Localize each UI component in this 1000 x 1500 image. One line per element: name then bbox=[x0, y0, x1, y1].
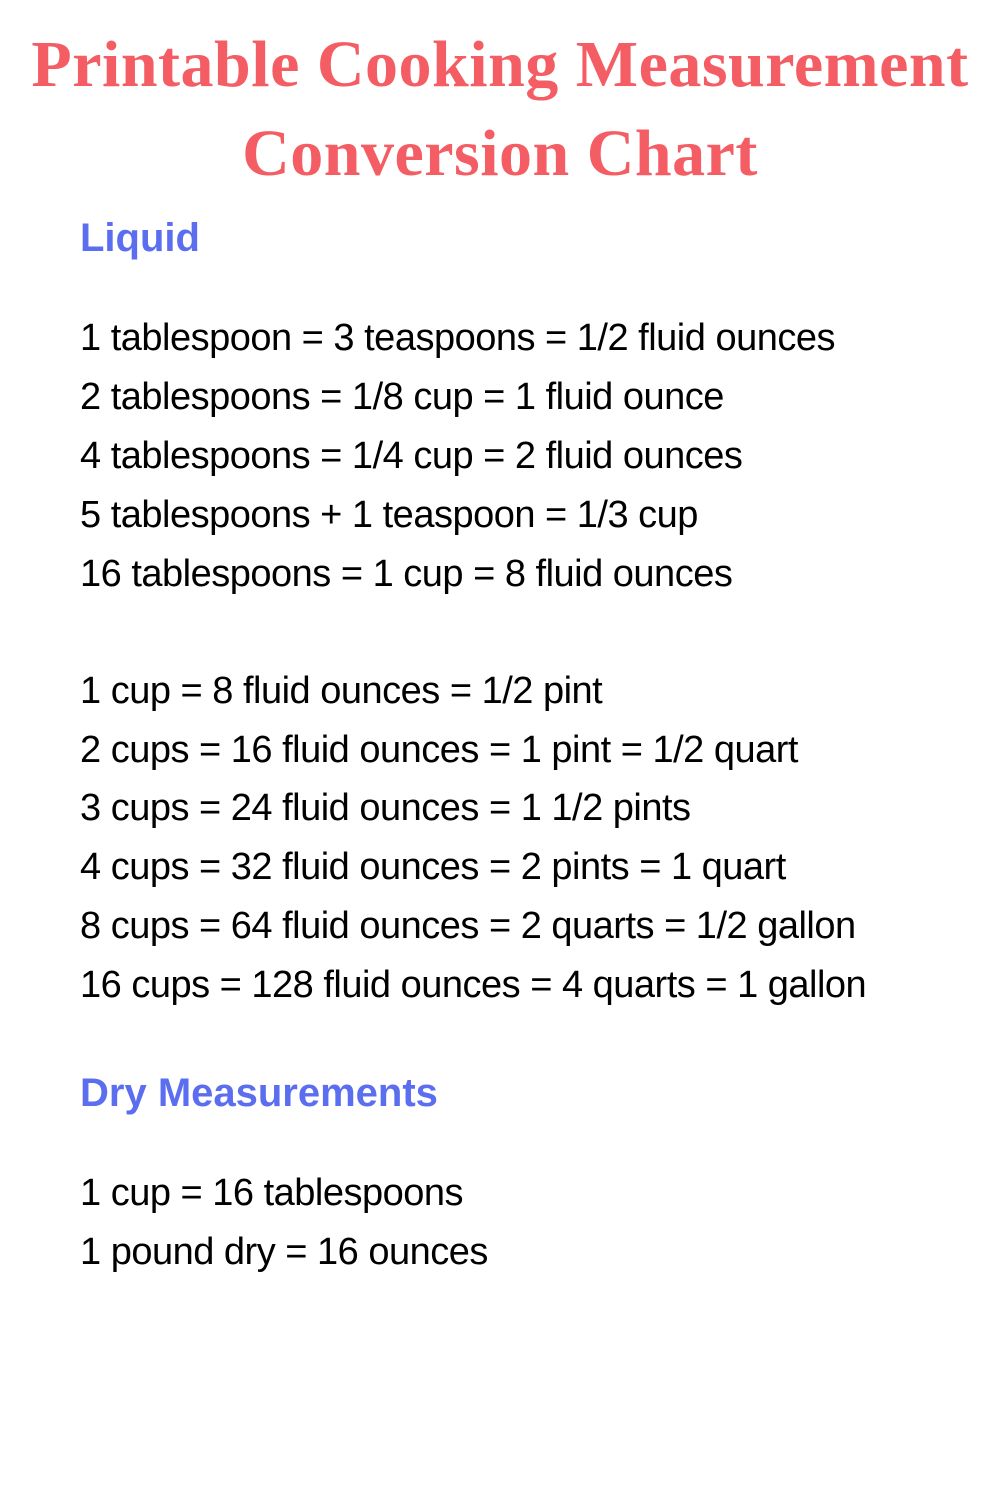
conversion-line: 1 cup = 16 tablespoons bbox=[80, 1164, 920, 1223]
section-heading-liquid: Liquid bbox=[80, 216, 920, 261]
conversion-line: 4 cups = 32 fluid ounces = 2 pints = 1 q… bbox=[80, 838, 920, 897]
section-heading-dry: Dry Measurements bbox=[80, 1071, 920, 1116]
conversion-line: 3 cups = 24 fluid ounces = 1 1/2 pints bbox=[80, 779, 920, 838]
conversion-line: 1 cup = 8 fluid ounces = 1/2 pint bbox=[80, 662, 920, 721]
conversion-line: 2 tablespoons = 1/8 cup = 1 fluid ounce bbox=[80, 368, 920, 427]
conversion-line: 16 tablespoons = 1 cup = 8 fluid ounces bbox=[80, 545, 920, 604]
liquid-group-2: 1 cup = 8 fluid ounces = 1/2 pint 2 cups… bbox=[80, 662, 920, 1015]
dry-group-1: 1 cup = 16 tablespoons 1 pound dry = 16 … bbox=[80, 1164, 920, 1282]
conversion-line: 2 cups = 16 fluid ounces = 1 pint = 1/2 … bbox=[80, 721, 920, 780]
conversion-line: 4 tablespoons = 1/4 cup = 2 fluid ounces bbox=[80, 427, 920, 486]
group-gap bbox=[80, 604, 920, 662]
conversion-line: 8 cups = 64 fluid ounces = 2 quarts = 1/… bbox=[80, 897, 920, 956]
liquid-group-1: 1 tablespoon = 3 teaspoons = 1/2 fluid o… bbox=[80, 309, 920, 603]
conversion-line: 16 cups = 128 fluid ounces = 4 quarts = … bbox=[80, 956, 920, 1015]
conversion-line: 1 pound dry = 16 ounces bbox=[80, 1223, 920, 1282]
conversion-line: 1 tablespoon = 3 teaspoons = 1/2 fluid o… bbox=[80, 309, 920, 368]
content-area: Liquid 1 tablespoon = 3 teaspoons = 1/2 … bbox=[0, 216, 1000, 1282]
conversion-line: 5 tablespoons + 1 teaspoon = 1/3 cup bbox=[80, 486, 920, 545]
page-title: Printable Cooking Measurement Conversion… bbox=[0, 0, 1000, 208]
